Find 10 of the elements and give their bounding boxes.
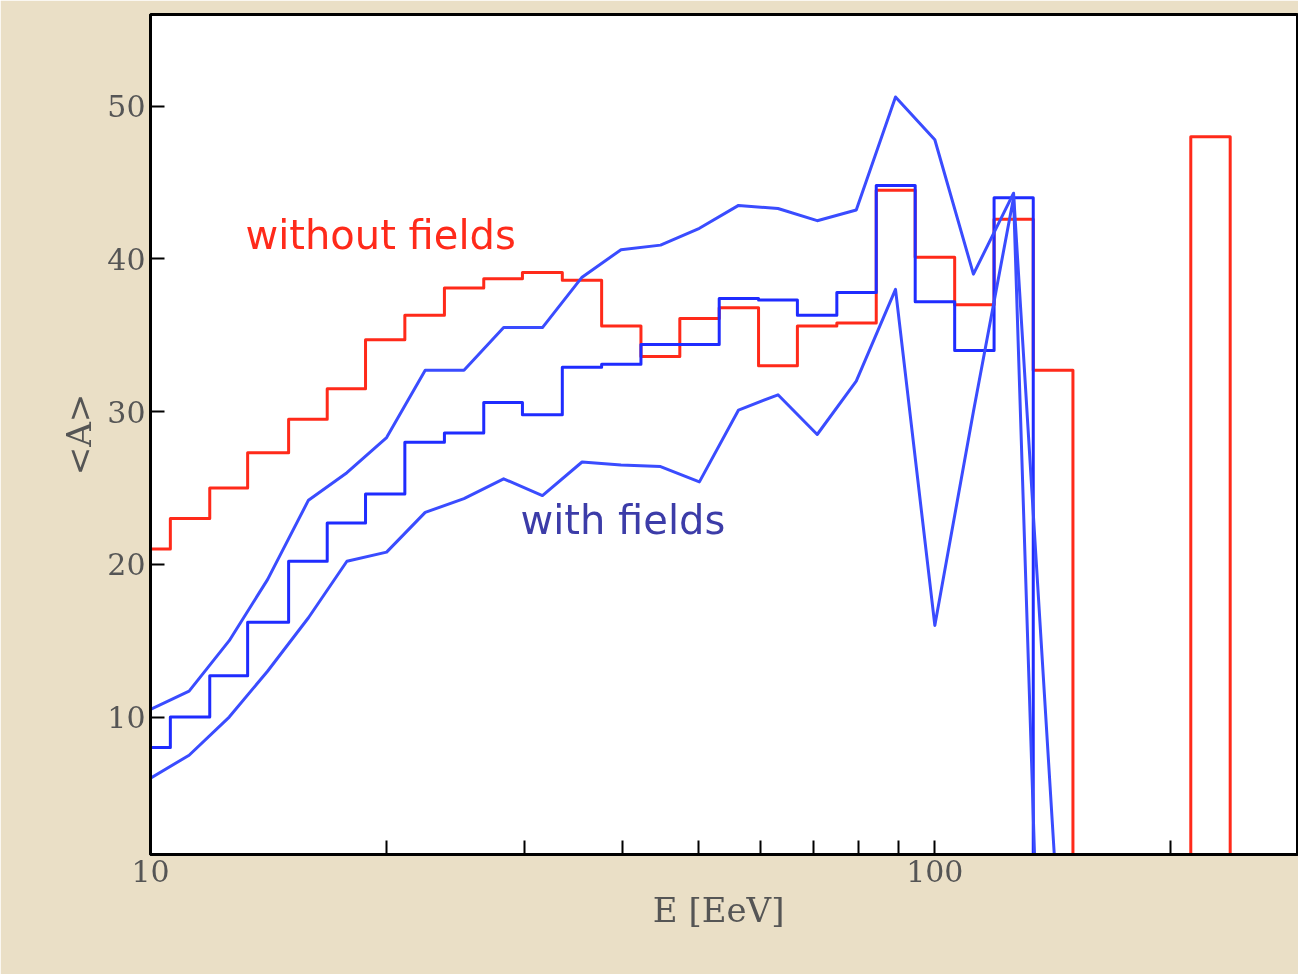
y-tick-label: 10 bbox=[107, 700, 146, 736]
annotation: without fields bbox=[245, 211, 516, 258]
y-tick-label: 40 bbox=[107, 241, 146, 277]
x-axis-title: E [EeV] bbox=[652, 889, 785, 930]
x-tick-label: 100 bbox=[906, 853, 964, 889]
y-tick-label: 50 bbox=[107, 89, 146, 125]
y-tick-label: 20 bbox=[107, 547, 146, 583]
y-tick-label: 30 bbox=[107, 394, 146, 430]
y-axis-title: <A> bbox=[59, 393, 100, 476]
annotation: with fields bbox=[520, 496, 726, 543]
